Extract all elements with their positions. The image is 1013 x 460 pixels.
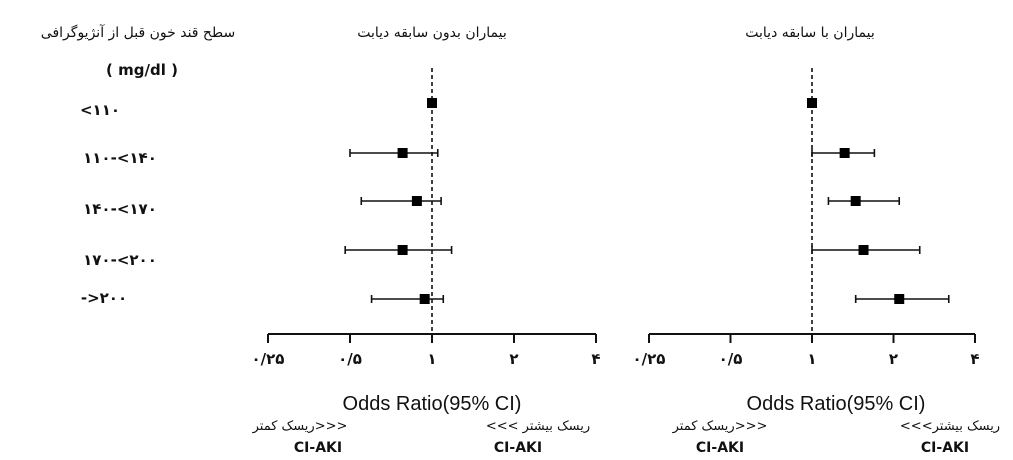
point-estimate <box>419 294 430 304</box>
right-note-sub: CI-AKI <box>921 440 969 456</box>
panel-title: بیماران بدون سابقه دیابت <box>357 25 507 41</box>
x-tick-label: ۱ <box>427 350 436 368</box>
point-estimate <box>850 196 861 206</box>
left-note: ریسک کمتر>>> <box>252 419 348 434</box>
x-ticks: ۰/۲۵ ۰/۵ ۱ ۲ ۴ <box>633 334 980 368</box>
row-labels: <۱۱۰ ۱۱۰-<۱۴۰ ۱۴۰-<۱۷۰ ۱۷۰-<۲۰۰ ->۲۰۰ <box>80 101 157 307</box>
point-estimate <box>397 148 408 158</box>
left-header-title: سطح قند خون قبل از آنژیوگرافی <box>41 24 235 41</box>
x-tick-label: ۰/۲۵ <box>633 350 666 368</box>
panel-title: بیماران با سابقه دیابت <box>745 25 874 41</box>
panel-marks <box>344 68 453 334</box>
left-note: ریسک کمتر>>> <box>672 419 768 434</box>
x-axis-label: Odds Ratio(95% CI) <box>747 393 926 415</box>
point-estimate <box>427 98 437 108</box>
left-note-sub: CI-AKI <box>294 440 342 456</box>
left-header-unit: ( mg/dl ) <box>106 61 178 79</box>
right-note: <<< ریسک بیشتر <box>486 419 590 434</box>
point-estimate <box>839 148 850 158</box>
point-estimate <box>807 98 817 108</box>
x-tick-label: ۲ <box>509 350 518 368</box>
x-tick-label: ۰/۵ <box>338 350 362 368</box>
x-tick-label: ۱ <box>807 350 816 368</box>
point-estimate <box>397 245 408 255</box>
panel-no-diabetes: بیماران بدون سابقه دیابت ۰/۲۵ ۰/۵ ۱ ۲ ۴ Odds… <box>252 25 601 456</box>
row-label: <۱۱۰ <box>80 101 120 119</box>
left-note-sub: CI-AKI <box>696 440 744 456</box>
row-label: ۱۷۰-<۲۰۰ <box>83 251 157 269</box>
panel-with-diabetes: بیماران با سابقه دیابت ۰/۲۵ ۰/۵ ۱ ۲ ۴ Odds R… <box>633 25 1001 456</box>
x-tick-label: ۲ <box>889 350 898 368</box>
x-axis-label: Odds Ratio(95% CI) <box>343 393 522 415</box>
right-note: <<<ریسک بیشتر <box>900 419 1000 434</box>
x-tick-label: ۴ <box>591 350 600 368</box>
point-estimate <box>411 196 422 206</box>
row-label: ۱۴۰-<۱۷۰ <box>83 200 157 218</box>
row-label: ->۲۰۰ <box>81 289 127 307</box>
panel-marks <box>807 68 950 334</box>
point-estimate <box>894 294 905 304</box>
x-tick-label: ۰/۲۵ <box>252 350 285 368</box>
x-tick-label: ۰/۵ <box>719 350 743 368</box>
point-estimate <box>858 245 869 255</box>
row-label: ۱۱۰-<۱۴۰ <box>83 149 157 167</box>
right-note-sub: CI-AKI <box>494 440 542 456</box>
x-tick-label: ۴ <box>970 350 979 368</box>
x-ticks: ۰/۲۵ ۰/۵ ۱ ۲ ۴ <box>252 334 601 368</box>
